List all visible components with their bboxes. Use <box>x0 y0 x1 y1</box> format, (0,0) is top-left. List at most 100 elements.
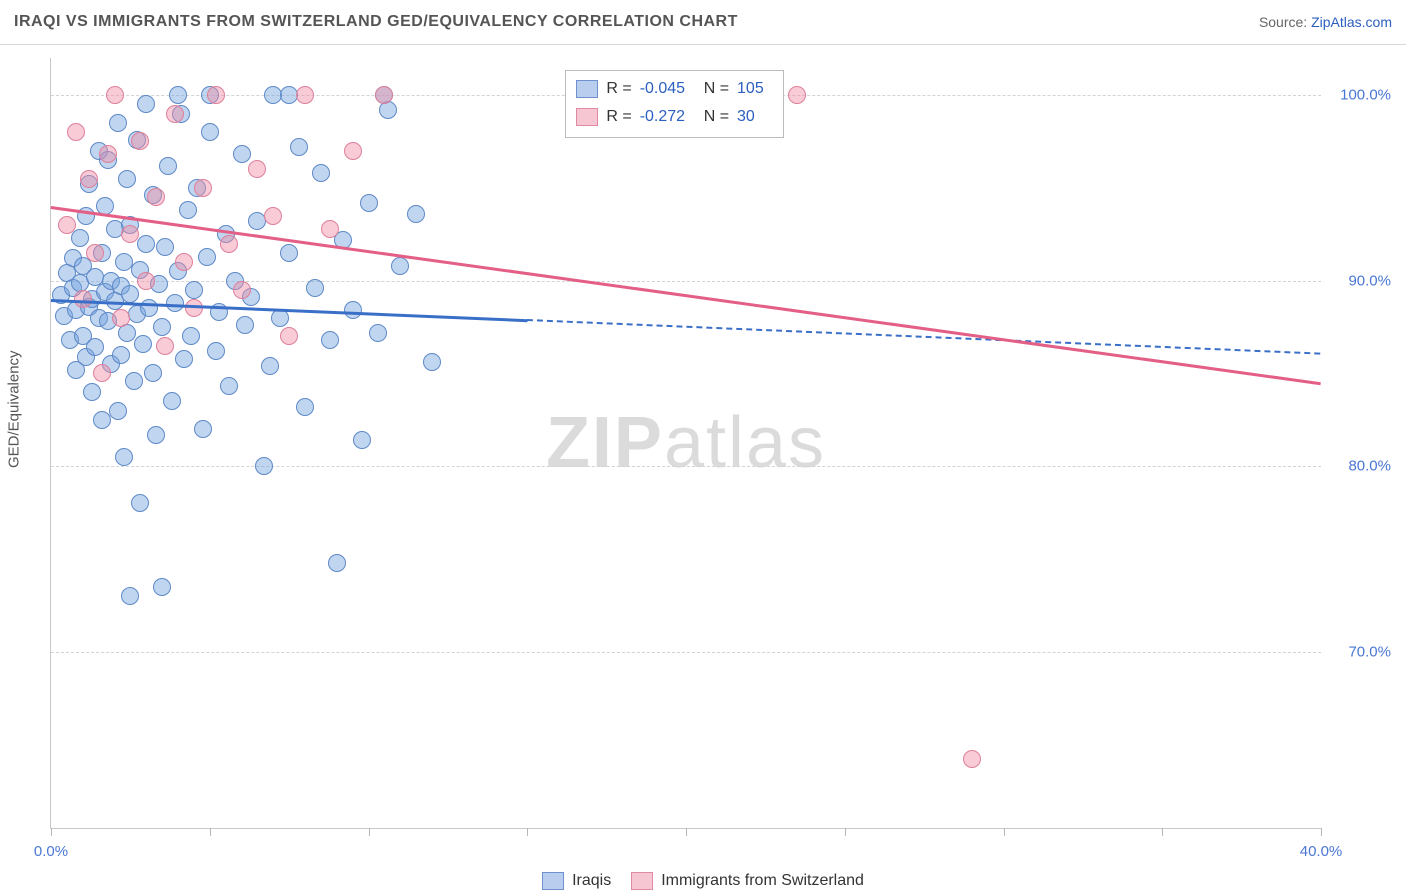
data-point-swiss <box>121 225 139 243</box>
data-point-iraqis <box>220 377 238 395</box>
x-tick <box>1321 828 1322 836</box>
legend-label: Iraqis <box>572 872 611 890</box>
data-point-iraqis <box>86 338 104 356</box>
data-point-swiss <box>375 86 393 104</box>
data-point-iraqis <box>121 285 139 303</box>
r-label: R = <box>606 75 631 103</box>
chart-title: IRAQI VS IMMIGRANTS FROM SWITZERLAND GED… <box>14 13 738 31</box>
data-point-swiss <box>156 337 174 355</box>
data-point-iraqis <box>137 95 155 113</box>
data-point-swiss <box>80 170 98 188</box>
data-point-iraqis <box>255 457 273 475</box>
data-point-swiss <box>280 327 298 345</box>
data-point-swiss <box>137 272 155 290</box>
x-tick <box>527 828 528 836</box>
x-tick <box>210 828 211 836</box>
data-point-iraqis <box>321 331 339 349</box>
data-point-iraqis <box>201 123 219 141</box>
x-tick <box>51 828 52 836</box>
data-point-iraqis <box>391 257 409 275</box>
data-point-iraqis <box>296 398 314 416</box>
data-point-iraqis <box>137 235 155 253</box>
data-point-iraqis <box>166 294 184 312</box>
data-point-swiss <box>207 86 225 104</box>
watermark: ZIPatlas <box>546 402 826 484</box>
data-point-iraqis <box>131 494 149 512</box>
correlation-chart: GED/Equivalency ZIPatlas 70.0%80.0%90.0%… <box>0 44 1406 892</box>
data-point-iraqis <box>207 342 225 360</box>
data-point-iraqis <box>423 353 441 371</box>
data-point-iraqis <box>185 281 203 299</box>
trend-line-extrapolated <box>527 319 1321 355</box>
data-point-swiss <box>175 253 193 271</box>
data-point-iraqis <box>290 138 308 156</box>
stats-row-swiss: R = -0.272 N = 30 <box>576 103 773 131</box>
n-value: 30 <box>737 103 773 131</box>
data-point-swiss <box>58 216 76 234</box>
x-tick <box>686 828 687 836</box>
y-tick-label: 100.0% <box>1331 87 1391 104</box>
data-point-iraqis <box>233 145 251 163</box>
data-point-iraqis <box>115 448 133 466</box>
x-tick <box>845 828 846 836</box>
data-point-iraqis <box>344 301 362 319</box>
stats-legend: R =-0.045N =105R =-0.272N =30 <box>565 70 784 138</box>
data-point-swiss <box>194 179 212 197</box>
data-point-iraqis <box>159 157 177 175</box>
data-point-iraqis <box>261 357 279 375</box>
data-point-swiss <box>112 309 130 327</box>
data-point-iraqis <box>109 402 127 420</box>
data-point-iraqis <box>163 392 181 410</box>
data-point-swiss <box>321 220 339 238</box>
x-tick-label: 40.0% <box>1300 843 1343 860</box>
watermark-bold: ZIP <box>546 403 664 483</box>
data-point-iraqis <box>109 114 127 132</box>
x-tick-label: 0.0% <box>34 843 68 860</box>
data-point-iraqis <box>369 324 387 342</box>
data-point-iraqis <box>71 229 89 247</box>
legend-swatch <box>576 108 598 126</box>
data-point-swiss <box>106 86 124 104</box>
data-point-iraqis <box>147 426 165 444</box>
legend-item-swiss: Immigrants from Switzerland <box>631 872 864 890</box>
data-point-iraqis <box>236 316 254 334</box>
source-attribution: Source: ZipAtlas.com <box>1259 14 1392 30</box>
data-point-swiss <box>220 235 238 253</box>
data-point-iraqis <box>153 318 171 336</box>
legend-item-iraqis: Iraqis <box>542 872 611 890</box>
data-point-iraqis <box>134 335 152 353</box>
data-point-iraqis <box>179 201 197 219</box>
data-point-iraqis <box>118 170 136 188</box>
data-point-swiss <box>93 364 111 382</box>
data-point-iraqis <box>121 587 139 605</box>
source-link[interactable]: ZipAtlas.com <box>1311 14 1392 30</box>
data-point-swiss <box>185 299 203 317</box>
data-point-iraqis <box>125 372 143 390</box>
data-point-iraqis <box>153 578 171 596</box>
x-tick <box>369 828 370 836</box>
n-label: N = <box>704 103 729 131</box>
r-label: R = <box>606 103 631 131</box>
x-tick <box>1162 828 1163 836</box>
data-point-swiss <box>86 244 104 262</box>
data-point-swiss <box>166 105 184 123</box>
data-point-iraqis <box>93 411 111 429</box>
y-axis-label: GED/Equivalency <box>6 350 23 468</box>
data-point-swiss <box>248 160 266 178</box>
data-point-swiss <box>963 750 981 768</box>
stats-row-iraqis: R =-0.045N =105 <box>576 75 773 103</box>
y-tick-label: 80.0% <box>1331 458 1391 475</box>
watermark-light: atlas <box>664 403 826 483</box>
n-label: N = <box>704 75 729 103</box>
r-value: -0.045 <box>640 75 696 103</box>
data-point-swiss <box>67 123 85 141</box>
data-point-swiss <box>233 281 251 299</box>
r-value: -0.272 <box>640 103 696 131</box>
plot-area: ZIPatlas 70.0%80.0%90.0%100.0%0.0%40.0%R… <box>50 58 1321 829</box>
data-point-iraqis <box>328 554 346 572</box>
data-point-iraqis <box>144 364 162 382</box>
series-legend: Iraqis Immigrants from Switzerland <box>0 872 1406 890</box>
data-point-swiss <box>344 142 362 160</box>
data-point-iraqis <box>175 350 193 368</box>
data-point-iraqis <box>112 346 130 364</box>
